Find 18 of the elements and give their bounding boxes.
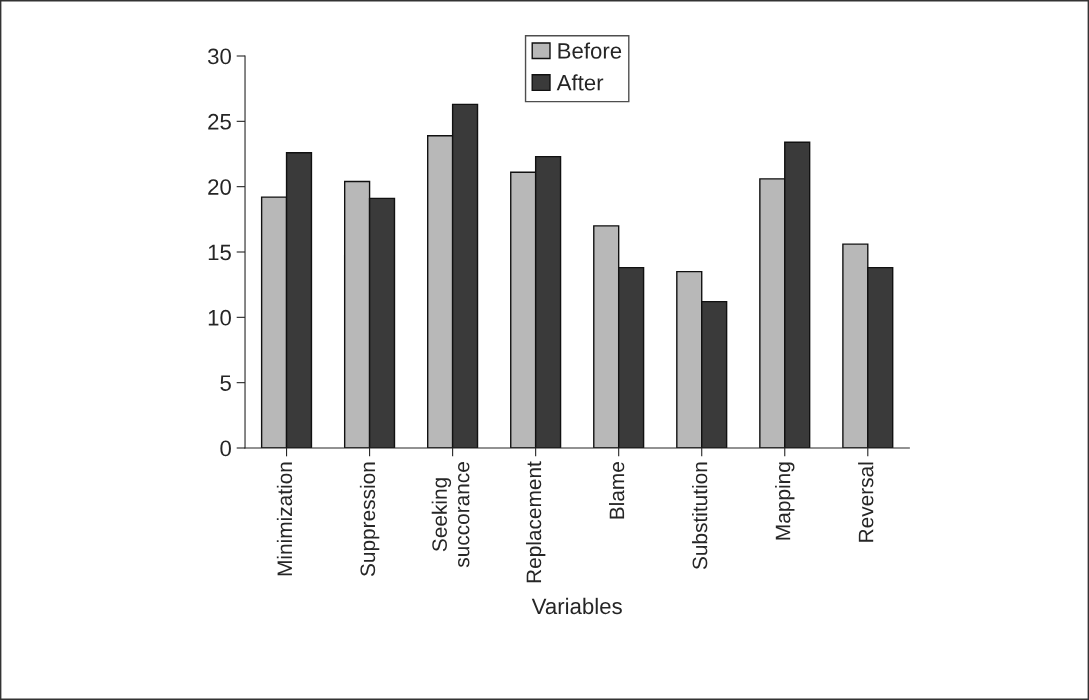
legend-label: Before: [558, 42, 622, 59]
y-tick-label: 5: [220, 375, 231, 391]
y-tick-label: 15: [208, 244, 231, 261]
x-tick-label: Replacement: [525, 461, 546, 583]
x-tick-label: Substitution: [692, 462, 708, 570]
x-tick-label: Mapping: [775, 462, 795, 540]
x-tick-label: Blame: [608, 462, 625, 519]
y-tick-label: 25: [208, 113, 231, 130]
x-tick-label: Reversal: [858, 462, 874, 542]
y-tick-label: 30: [207, 48, 231, 65]
y-tick-label: 10: [208, 309, 231, 326]
y-tick-label: 20: [208, 179, 231, 195]
x-tick-label: Seeking succorance: [431, 462, 470, 568]
x-axis-title: Variables: [531, 597, 622, 615]
legend-label: After: [556, 74, 604, 91]
y-tick-label: 0: [220, 440, 231, 457]
x-tick-label: Suppression: [359, 462, 380, 577]
x-tick-label: Minimization: [276, 462, 293, 576]
